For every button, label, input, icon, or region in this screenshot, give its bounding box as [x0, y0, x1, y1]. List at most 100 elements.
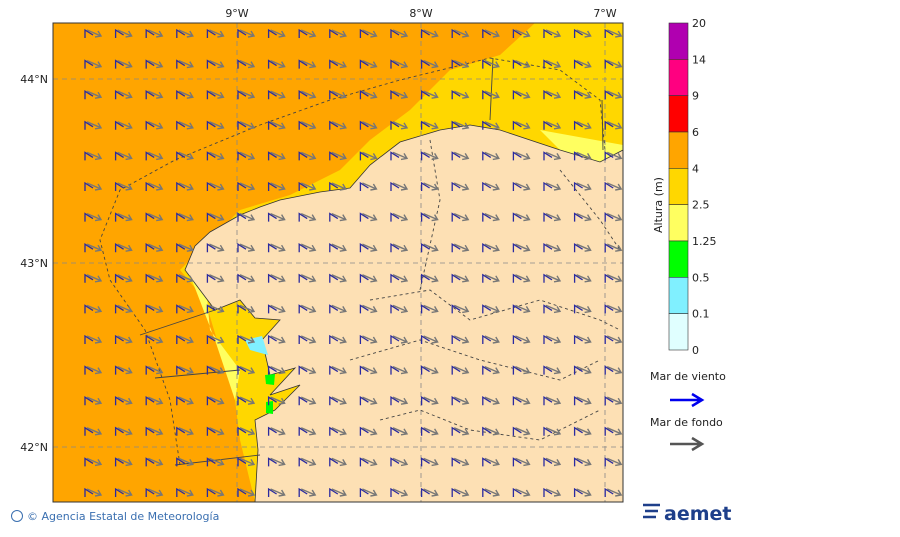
- wind-arrow: [451, 273, 461, 283]
- wind-arrow: [114, 90, 124, 100]
- swell-arrow: [300, 274, 317, 283]
- swell-arrow: [300, 243, 317, 252]
- wind-arrow: [512, 304, 522, 314]
- swell-arrow: [239, 396, 256, 405]
- swell-arrow: [86, 182, 103, 191]
- wind-arrow: [420, 273, 430, 283]
- swell-arrow: [576, 151, 592, 161]
- wind-arrow: [176, 151, 186, 161]
- wind-arrow: [451, 426, 461, 436]
- swell-arrow: [392, 90, 409, 99]
- wind-arrow: [359, 28, 369, 38]
- swell-arrow: [606, 212, 623, 222]
- swell-arrow: [209, 29, 225, 38]
- swell-arrow: [86, 304, 103, 314]
- swell-arrow: [239, 243, 256, 252]
- wind-arrow: [329, 120, 339, 130]
- wind-arrow: [237, 90, 247, 100]
- wind-arrow: [298, 304, 308, 314]
- swell-arrow: [86, 396, 103, 405]
- swell-arrow: [331, 274, 347, 283]
- swell-arrow: [117, 457, 133, 467]
- wind-arrow: [604, 120, 614, 130]
- wind-arrow: [237, 120, 247, 130]
- swell-arrow: [515, 396, 531, 405]
- wind-arrow: [176, 120, 186, 130]
- wind-arrow: [420, 90, 430, 100]
- wind-arrow: [359, 120, 369, 130]
- swell-arrow: [147, 121, 164, 130]
- swell-arrow: [178, 29, 194, 38]
- swell-arrow: [239, 304, 256, 314]
- swell-arrow: [576, 365, 592, 375]
- wind-arrow: [298, 273, 308, 283]
- wind-arrow: [84, 487, 94, 497]
- wind-arrow: [329, 151, 339, 161]
- swell-arrow: [453, 90, 470, 99]
- colorbar-segment: [668, 313, 689, 351]
- wind-arrow: [543, 487, 553, 497]
- swell-arrow: [300, 365, 317, 375]
- lon-label: 7°W: [593, 7, 616, 20]
- wind-arrow: [482, 426, 492, 436]
- wind-arrow: [298, 181, 308, 191]
- swell-arrow: [453, 304, 470, 314]
- wind-arrow: [482, 457, 492, 467]
- swell-arrow: [147, 151, 164, 161]
- swell-arrow: [178, 121, 194, 130]
- swell-arrow: [209, 274, 225, 283]
- colorbar-segment: [668, 204, 689, 242]
- wind-arrow: [176, 273, 186, 283]
- colorbar-segment: [668, 22, 689, 60]
- zone-lines: [139, 57, 604, 466]
- wind-arrow: [145, 334, 155, 344]
- wind-arrow: [543, 304, 553, 314]
- swell-arrow: [270, 274, 286, 283]
- wind-arrow: [573, 120, 583, 130]
- swell-arrow: [515, 121, 531, 130]
- swell-arrow: [362, 488, 378, 497]
- wind-arrow: [206, 304, 216, 314]
- wind-arrow: [420, 487, 430, 497]
- wind-arrow: [482, 181, 492, 191]
- wind-sea-arrow: [670, 392, 705, 408]
- wind-arrow: [298, 426, 308, 436]
- wind-arrow: [451, 120, 461, 130]
- wind-arrow: [84, 334, 94, 344]
- wind-arrow: [420, 243, 430, 253]
- wind-arrow: [359, 426, 369, 436]
- swell-arrow: [515, 212, 531, 222]
- swell-arrow: [576, 90, 592, 99]
- swell-arrow: [576, 59, 592, 69]
- swell-arrow: [86, 488, 103, 497]
- wind-arrow: [451, 304, 461, 314]
- wind-arrow: [237, 243, 247, 253]
- swell-arrow: [239, 29, 256, 38]
- footer-credit: © Agencia Estatal de Meteorología: [27, 510, 219, 523]
- wind-arrow: [267, 59, 277, 69]
- swell-arrow: [239, 121, 256, 130]
- wind-arrow: [176, 304, 186, 314]
- wind-arrow: [298, 212, 308, 222]
- wind-arrow: [420, 426, 430, 436]
- swell-arrow: [117, 365, 133, 375]
- swell-arrow: [392, 335, 409, 344]
- legend-label: Mar de viento: [650, 370, 726, 383]
- swell-arrow: [392, 121, 409, 130]
- wind-arrow: [267, 120, 277, 130]
- wind-arrow: [267, 212, 277, 222]
- swell-arrow: [576, 243, 592, 252]
- wind-arrow: [84, 396, 94, 406]
- wind-arrow: [84, 181, 94, 191]
- swell-arrow: [515, 304, 531, 314]
- colorbar-label: 0.1: [692, 308, 710, 321]
- wind-arrow: [390, 243, 400, 253]
- swell-arrow: [147, 304, 164, 314]
- swell-arrow: [331, 90, 347, 99]
- wind-arrow: [176, 334, 186, 344]
- wind-arrow: [543, 181, 553, 191]
- swell-arrow: [147, 396, 164, 405]
- swell-arrow: [209, 59, 225, 69]
- swell-arrow: [117, 427, 133, 436]
- wind-arrow: [329, 181, 339, 191]
